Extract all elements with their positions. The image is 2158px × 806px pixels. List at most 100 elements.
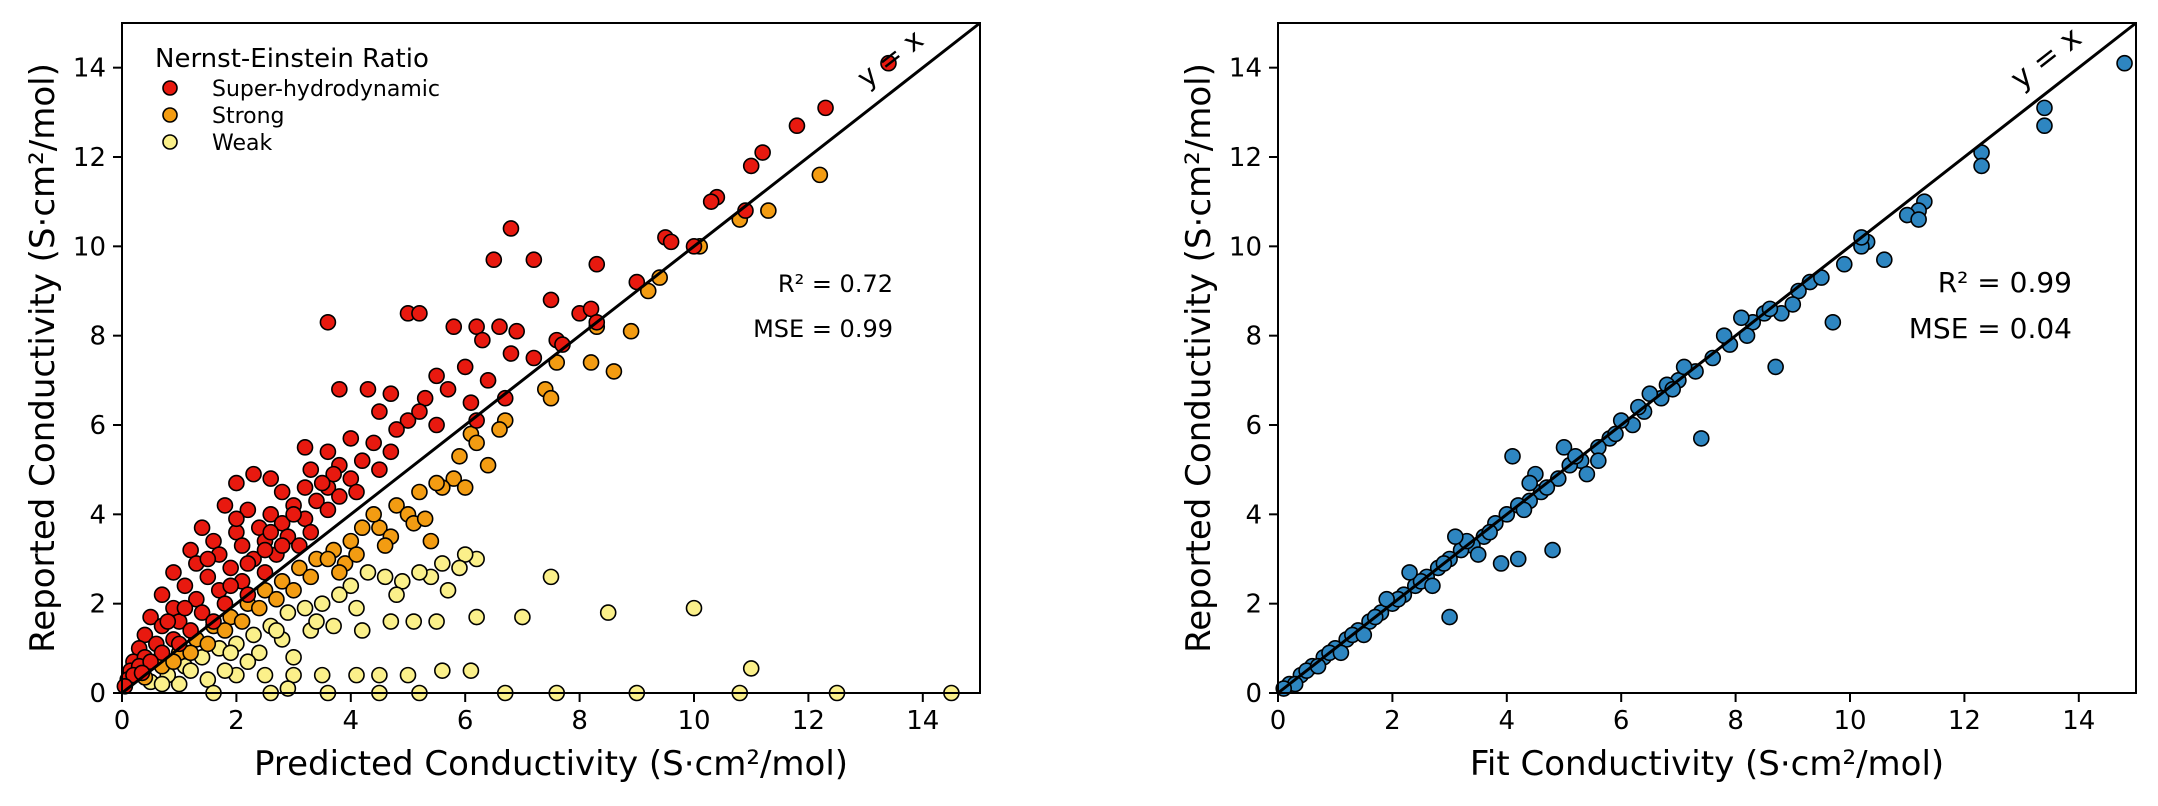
y-tick-label: 14 [73,54,106,84]
data-point-strong [760,202,777,219]
y-tick-label: 4 [89,500,106,530]
data-point-fit [1544,541,1561,559]
data-point-fit [1509,550,1527,568]
data-point-fit [1767,358,1784,376]
data-point-weak [468,608,485,626]
x-tick-label: 10 [1833,706,1866,736]
data-point-weak [434,555,451,572]
legend: Nernst-Einstein Ratio Super-hydrodynamic… [155,44,440,156]
y-tick-label: 8 [89,322,106,352]
data-point-super-hydrodynamic [462,394,480,411]
data-point-strong [451,447,468,465]
x-axis-label: Fit Conductivity (S·cm²/mol) [1470,744,1944,784]
data-point-weak [153,675,171,693]
data-point-strong [479,456,497,474]
y-axis-label: Reported Conductivity (S·cm²/mol) [1179,63,1219,653]
data-point-super-hydrodynamic [176,577,194,595]
y-tick-label: 8 [1245,322,1262,352]
data-point-strong [622,322,640,340]
data-point-super-hydrodynamic [142,608,159,626]
data-point-weak [685,599,703,617]
data-point-super-hydrodynamic [428,367,445,385]
data-point-strong [416,510,434,528]
data-point-strong [216,622,234,639]
y-tick-label: 0 [1245,679,1262,709]
data-point-strong [250,599,268,617]
legend-marker-weak [162,134,178,150]
data-point-weak [411,564,428,581]
data-point-super-hydrodynamic [342,430,360,447]
y-tick-label: 6 [1245,411,1262,441]
data-point-super-hydrodynamic [365,434,382,452]
data-point-strong [302,568,320,586]
data-point-super-hydrodynamic [439,380,457,398]
data-point-super-hydrodynamic [388,421,405,438]
plot-frame [1277,22,2137,694]
data-point-super-hydrodynamic [817,99,834,117]
data-point-weak [268,622,285,639]
data-point-super-hydrodynamic [233,537,251,554]
axis-ticks: 0 2 4 6 8 10 12 14 0 2 4 6 8 10 12 14 [1229,54,2095,736]
x-tick-label: 0 [1270,706,1287,736]
data-point-fit [1835,255,1853,273]
data-point-fit [1578,465,1596,483]
data-point-super-hydrodynamic [302,461,320,478]
data-point-weak [405,613,423,630]
x-tick-label: 14 [2062,706,2095,736]
data-point-super-hydrodynamic [525,251,543,269]
legend-marker-super-hydrodynamic [162,80,178,96]
data-point-super-hydrodynamic [222,577,239,595]
x-axis-label: Predicted Conductivity (S·cm²/mol) [254,744,848,784]
data-point-fit [1469,546,1487,563]
data-point-super-hydrodynamic [216,497,234,514]
data-point-super-hydrodynamic [348,483,365,501]
y-tick-label: 12 [1229,143,1262,173]
data-point-fit [2116,54,2133,72]
data-point-weak [285,648,302,666]
data-point-weak [348,599,365,617]
data-point-super-hydrodynamic [331,488,348,505]
data-point-strong [353,519,371,537]
data-point-weak [428,613,445,630]
data-point-super-hydrodynamic [176,599,194,617]
data-point-weak [279,604,297,621]
data-point-super-hydrodynamic [382,443,400,461]
data-point-fit [1973,157,1990,175]
data-point-weak [353,622,371,639]
data-point-super-hydrodynamic [411,403,428,420]
x-tick-label: 2 [1384,706,1401,736]
x-tick-label: 14 [906,706,939,736]
data-point-strong [291,559,308,577]
data-point-super-hydrodynamic [754,144,771,161]
data-point-super-hydrodynamic [153,586,171,604]
data-point-super-hydrodynamic [285,506,302,523]
data-point-weak [599,604,617,621]
data-point-strong [319,550,337,568]
data-point-strong [456,479,474,496]
data-point-weak [256,666,274,684]
y-tick-label: 14 [1229,54,1262,84]
data-point-super-hydrodynamic [262,506,280,523]
x-tick-label: 10 [677,706,710,736]
data-point-weak [439,581,457,599]
data-point-weak [250,644,268,662]
data-point-weak [216,662,234,679]
x-tick-label: 4 [1499,706,1516,736]
data-point-fit [1441,608,1458,626]
data-point-fit [1521,474,1538,492]
y-tick-label: 2 [89,590,106,620]
data-point-super-hydrodynamic [588,255,606,273]
data-point-super-hydrodynamic [542,291,560,309]
x-tick-label: 8 [571,706,588,736]
legend-label-strong: Strong [212,104,285,129]
data-point-weak [376,568,394,586]
data-point-fit [1784,296,1802,313]
y-tick-label: 0 [89,679,106,709]
data-point-fit [1447,528,1464,545]
data-point-weak [348,666,365,684]
data-point-strong [233,613,251,630]
data-point-super-hydrodynamic [193,519,211,537]
data-point-fit [1504,447,1521,465]
data-point-fit [1492,555,1510,572]
data-point-super-hydrodynamic [273,483,291,501]
